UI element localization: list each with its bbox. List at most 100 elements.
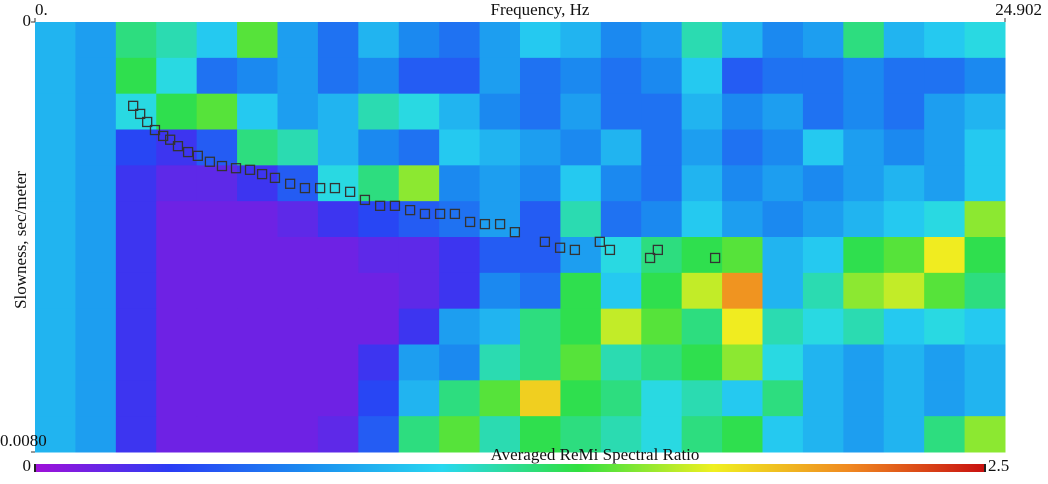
colorbar [35,464,985,472]
cell [722,272,763,310]
pick-point [314,182,326,194]
cell [964,129,1006,166]
cell [439,201,481,238]
cell [358,380,400,417]
cell [317,237,359,274]
cell [398,93,440,130]
cell [883,57,925,95]
cell [924,237,966,274]
cell [802,237,844,274]
cell [520,344,561,381]
x-axis-title: Frequency, Hz [491,0,590,19]
cell [560,165,602,202]
cell [520,272,561,310]
cell [277,93,319,130]
cell [75,129,117,166]
cell [35,272,76,310]
cell [883,165,925,202]
cell [196,129,238,166]
cell [237,344,278,381]
cell [883,22,925,59]
pick-point [509,227,521,238]
pick-point [449,208,461,220]
cell [802,57,844,95]
cell [75,272,117,310]
cell [964,165,1006,202]
cell [358,57,400,95]
cell [762,416,804,453]
cell [277,129,319,166]
cell [681,93,723,130]
pick-point [644,252,656,264]
cell [317,344,359,381]
cell [317,129,359,166]
cell [520,57,561,95]
pick-point [230,163,242,174]
cell [520,201,561,238]
cell [600,237,642,274]
cell [883,416,925,453]
cell [681,22,723,59]
cell [762,344,804,381]
cell [358,308,400,345]
pick-point [299,182,311,194]
cell [964,344,1006,381]
cell [641,344,683,381]
cell [358,201,400,238]
cell [35,308,76,345]
cell [924,129,966,166]
cell [560,416,602,453]
y-tick-label: 0.0080 [0,431,47,450]
cell [398,201,440,238]
cell [196,272,238,310]
cell [398,344,440,381]
cell [439,22,481,59]
pick-point [165,134,176,145]
cell [924,272,966,310]
cell [520,93,561,130]
cell [883,237,925,274]
cell [35,57,76,95]
cell [398,308,440,345]
cell [277,165,319,202]
cell [358,129,400,166]
cell [924,22,966,59]
pick-point [244,164,256,175]
cell [520,416,561,453]
cell [358,272,400,310]
cell [358,237,400,274]
cell [237,416,278,453]
cell [762,272,804,310]
cell [762,308,804,345]
cell [439,165,481,202]
cell [924,201,966,238]
cell [802,416,844,453]
cell [196,93,238,130]
cell [560,201,602,238]
cell [156,380,198,417]
cell [560,93,602,130]
picks [128,100,721,264]
cell [398,165,440,202]
cell [964,380,1006,417]
cell [600,272,642,310]
cell [277,57,319,95]
cell [722,416,763,453]
cell [75,165,117,202]
pick-point [569,244,581,256]
cell [196,416,238,453]
cell [75,201,117,238]
cell [115,129,157,166]
cell [802,308,844,345]
cell [35,165,76,202]
pick-point [494,218,506,230]
pick-point [192,150,203,161]
cell [479,57,521,95]
cell [600,380,642,417]
cell [762,129,804,166]
cell [924,165,966,202]
cell [479,344,521,381]
cell [237,22,278,59]
cell [560,344,602,381]
